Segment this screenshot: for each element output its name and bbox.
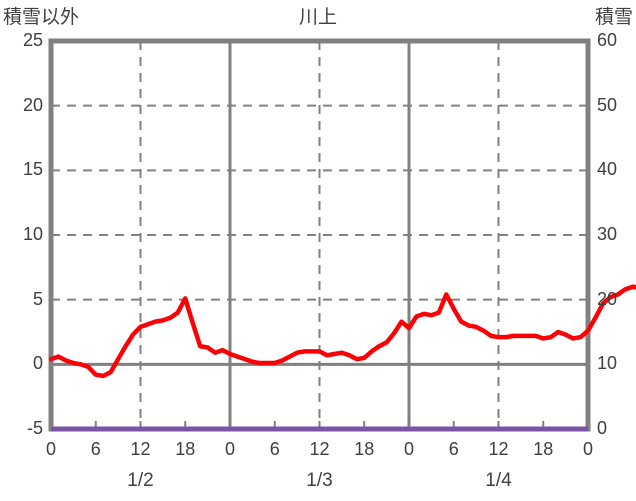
right-axis-tick-label: 50 bbox=[597, 94, 618, 115]
x-axis-tick-label: 0 bbox=[403, 439, 414, 459]
page-title: 川上 bbox=[298, 7, 337, 28]
x-axis-day-label: 1/3 bbox=[306, 470, 333, 491]
x-axis-day-label: 1/2 bbox=[127, 470, 154, 491]
left-axis-tick-label: 0 bbox=[32, 353, 43, 374]
x-axis-tick-label: 0 bbox=[582, 439, 593, 459]
data-series bbox=[48, 284, 636, 432]
left-axis-tick-label: 25 bbox=[22, 30, 43, 50]
left-axis-tick-label: 10 bbox=[22, 224, 43, 244]
right-axis-tick-label: 60 bbox=[597, 30, 618, 50]
right-axis-title: 積雪 bbox=[594, 7, 633, 28]
left-axis-tick-label: 15 bbox=[22, 159, 43, 180]
x-axis-tick-label: 0 bbox=[45, 439, 56, 459]
right-axis-tick-label: 30 bbox=[597, 224, 618, 244]
left-axis-tick-label: -5 bbox=[26, 418, 43, 438]
right-axis-tick-label: 20 bbox=[597, 288, 618, 309]
x-axis-tick-label: 12 bbox=[488, 439, 509, 459]
x-axis-tick-label: 18 bbox=[354, 439, 375, 459]
x-axis-tick-label: 12 bbox=[309, 439, 330, 459]
right-axis-tick-label: 40 bbox=[597, 159, 618, 180]
x-axis-tick-label: 18 bbox=[533, 439, 554, 459]
gridlines bbox=[51, 41, 588, 429]
left-axis-tick-label: 20 bbox=[22, 94, 43, 115]
x-axis-day-label: 1/4 bbox=[485, 470, 512, 491]
x-axis-tick-label: 12 bbox=[130, 439, 151, 459]
x-axis-tick-label: 0 bbox=[224, 439, 235, 459]
x-axis-tick-label: 6 bbox=[90, 439, 101, 459]
series-line-precipitation bbox=[48, 284, 636, 379]
x-axis-tick-label: 6 bbox=[269, 439, 280, 459]
right-axis-tick-label: 0 bbox=[597, 418, 608, 438]
left-axis-title: 積雪以外 bbox=[3, 7, 80, 28]
right-axis-tick-label: 10 bbox=[597, 353, 618, 374]
left-axis-tick-label: 5 bbox=[32, 288, 43, 309]
x-axis-tick-label: 6 bbox=[448, 439, 459, 459]
x-axis-tick-label: 18 bbox=[175, 439, 196, 459]
